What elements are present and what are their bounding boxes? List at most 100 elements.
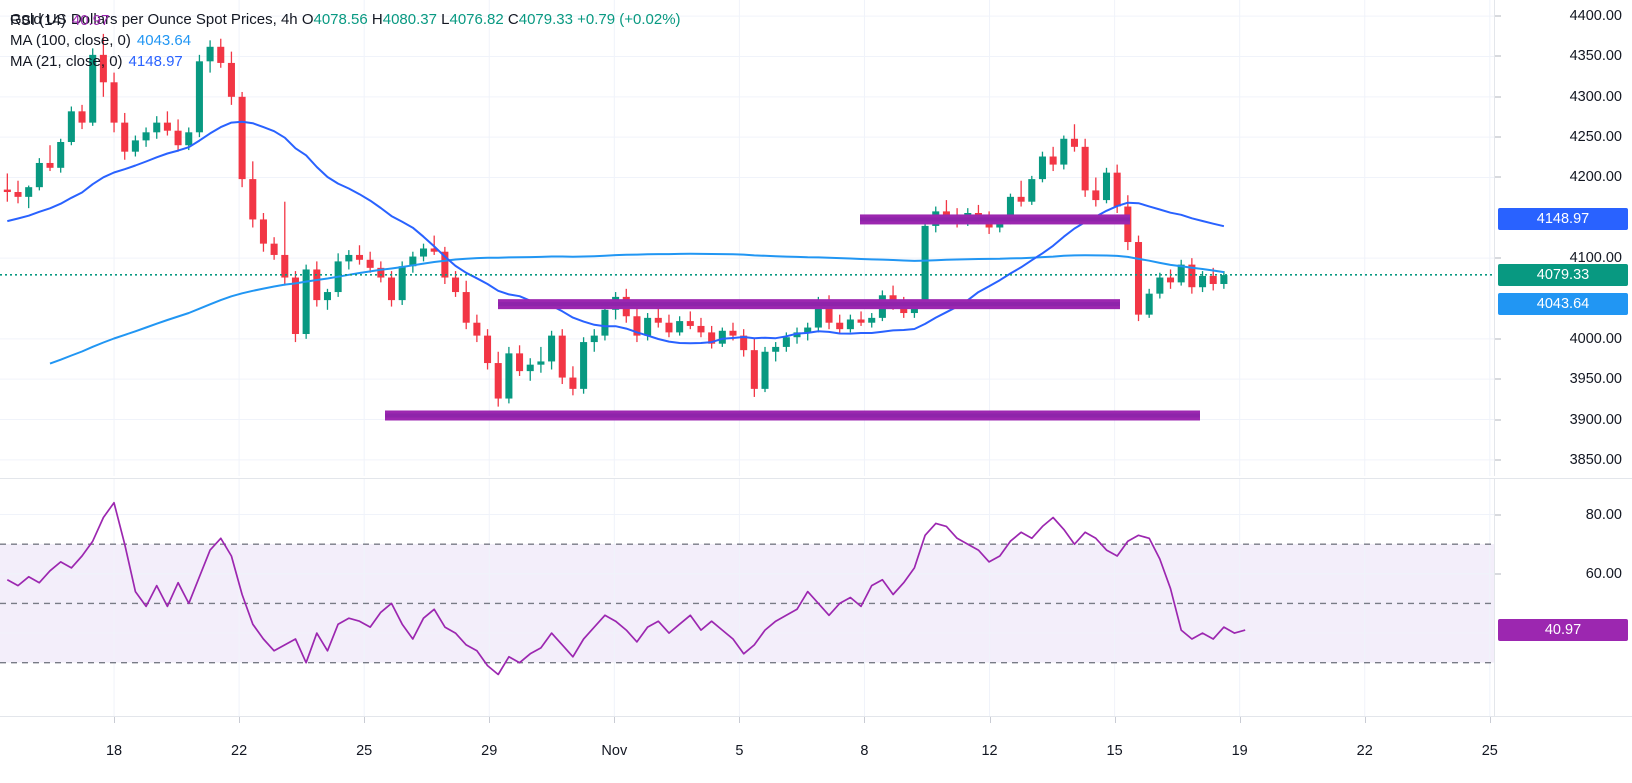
time-axis-tick: [1364, 717, 1366, 723]
candle-body: [281, 254, 289, 278]
last-price-badge[interactable]: 4079.33: [1498, 263, 1628, 286]
ma21-price-badge[interactable]: 4148.97: [1498, 207, 1628, 230]
candle-body: [686, 321, 694, 326]
candle-body: [633, 316, 641, 336]
candle-body: [665, 322, 673, 333]
candle-body: [590, 335, 598, 343]
rsi-pane[interactable]: [0, 478, 1494, 716]
time-axis-tick: [114, 717, 116, 723]
candle-body: [1070, 138, 1079, 147]
time-axis-label: 19: [1231, 743, 1248, 759]
candle-body: [516, 353, 524, 372]
candle-body: [772, 346, 780, 352]
price-axis[interactable]: 4400.00 4350.00 4300.00 4250.00 4200.00 4100.…: [1494, 0, 1632, 476]
ma21-line: [7, 120, 1225, 345]
time-axis-label: 15: [1106, 743, 1123, 759]
candle-body: [398, 266, 406, 301]
candle-body: [142, 132, 150, 141]
candle-body: [814, 301, 822, 328]
candle-body: [1188, 264, 1196, 288]
candle-body: [195, 61, 203, 133]
candle-body: [291, 277, 299, 335]
time-axis-label: 25: [1481, 743, 1498, 759]
ma100-line: [49, 252, 1225, 365]
candle-body: [1145, 293, 1153, 315]
time-axis-label: 8: [860, 743, 869, 759]
candle-body: [558, 335, 566, 378]
price-axis-tick: [1495, 459, 1501, 461]
candle-body: [644, 317, 652, 336]
price-axis-tick: [1495, 15, 1501, 17]
candle-body: [227, 62, 235, 97]
level-core: [385, 413, 1200, 418]
price-axis-tick: [1495, 338, 1501, 340]
time-axis-tick: [614, 717, 616, 723]
candle-body: [1028, 179, 1036, 202]
candle-body: [1209, 275, 1217, 284]
candle-body: [430, 248, 438, 252]
candle-body: [1113, 172, 1121, 207]
candle-body: [526, 364, 534, 372]
candle-body: [846, 319, 854, 330]
candle-body: [718, 330, 726, 344]
candle-body: [302, 269, 310, 335]
candle-body: [494, 363, 502, 399]
price-axis-label: 4200.00: [1569, 169, 1622, 186]
candle-body: [452, 277, 460, 293]
candle-body: [1102, 172, 1111, 201]
price-pane[interactable]: [0, 0, 1494, 476]
candle-body: [419, 248, 428, 257]
candle-body: [67, 111, 75, 142]
rsi-chart-svg[interactable]: [0, 479, 1494, 716]
candle-body: [473, 322, 481, 336]
candle-body: [782, 337, 790, 347]
candle-body: [355, 254, 364, 260]
candle-body: [1038, 156, 1046, 180]
time-axis-label: 12: [981, 743, 998, 759]
candle-body: [323, 292, 332, 301]
candle-body: [14, 192, 22, 197]
time-axis-label: Nov: [601, 743, 628, 759]
candle-body: [1081, 146, 1089, 191]
candle-body: [163, 122, 171, 131]
price-axis-label: 4000.00: [1569, 330, 1622, 347]
candle-body: [1060, 138, 1068, 165]
rsi-value-badge[interactable]: 40.97: [1498, 619, 1628, 642]
level-line-support-lower: [385, 410, 1200, 421]
candle-body: [345, 254, 353, 262]
candle-body: [1017, 196, 1025, 202]
candle-body: [569, 377, 577, 389]
candle-body: [505, 353, 513, 399]
candle-body: [153, 122, 161, 133]
candle-body: [313, 269, 321, 301]
rsi-axis[interactable]: 80.00 60.00 40.97: [1494, 478, 1632, 716]
ma100-price-badge[interactable]: 4043.64: [1498, 292, 1628, 315]
candle-body: [1006, 196, 1014, 222]
candle-body: [1220, 275, 1228, 284]
time-axis-label: 22: [231, 743, 248, 759]
candle-body: [729, 330, 737, 336]
candle-body: [110, 82, 118, 123]
price-axis-tick: [1495, 176, 1501, 178]
level-line-support-mid: [498, 299, 1120, 310]
candle-body: [1049, 156, 1057, 165]
time-axis[interactable]: 18 22 25 29 Nov 5 8 12 15 19 22 25: [0, 716, 1632, 783]
time-axis-label: 25: [356, 743, 373, 759]
candle-body: [1199, 275, 1207, 288]
time-axis-tick: [989, 717, 991, 723]
candle-body: [1177, 264, 1185, 283]
price-axis-label: 4300.00: [1569, 88, 1622, 105]
level-core: [860, 217, 1130, 222]
candle-body: [1166, 277, 1175, 283]
candle-body: [185, 132, 193, 146]
time-axis-tick: [489, 717, 491, 723]
candle-body: [3, 189, 11, 193]
candle-body: [654, 317, 662, 323]
price-axis-label: 3900.00: [1569, 411, 1622, 428]
candle-body: [377, 267, 385, 278]
time-axis-tick: [1489, 717, 1491, 723]
time-axis-tick: [239, 717, 241, 723]
price-chart-svg[interactable]: [0, 0, 1494, 476]
candle-body: [868, 317, 876, 323]
